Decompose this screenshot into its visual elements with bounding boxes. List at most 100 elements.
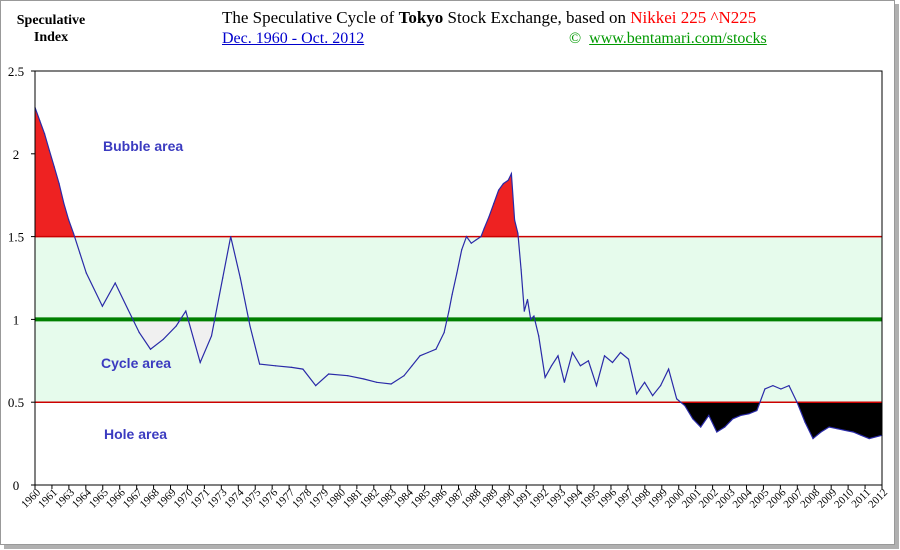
data-point xyxy=(860,434,862,436)
data-point xyxy=(363,378,365,380)
chart-title: The Speculative Cycle of Tokyo Stock Exc… xyxy=(222,8,756,28)
data-point xyxy=(488,216,490,218)
data-point xyxy=(603,355,606,357)
data-point xyxy=(502,183,504,185)
data-point xyxy=(328,373,330,375)
data-point xyxy=(748,413,750,415)
data-point xyxy=(563,381,566,383)
data-point xyxy=(68,219,70,221)
chart-subtitle: Dec. 1960 - Oct. 2012 xyxy=(222,30,365,47)
data-point xyxy=(44,133,46,135)
data-point xyxy=(644,381,646,383)
data-point xyxy=(557,355,559,357)
data-point xyxy=(520,269,522,271)
data-point xyxy=(692,418,694,420)
data-point xyxy=(427,351,429,354)
data-point xyxy=(403,375,405,377)
data-point xyxy=(517,232,519,234)
data-point xyxy=(764,388,766,390)
data-point xyxy=(127,308,129,311)
data-point xyxy=(510,173,512,175)
data-point xyxy=(435,348,437,350)
data-point xyxy=(483,227,485,229)
data-point xyxy=(836,428,838,430)
title-prefix: The Speculative Cycle of xyxy=(222,8,399,27)
data-point xyxy=(79,252,81,254)
data-point xyxy=(461,249,463,251)
data-point xyxy=(411,365,413,367)
data-point xyxy=(315,385,317,387)
data-point xyxy=(291,366,293,368)
data-point xyxy=(239,277,241,279)
y-tick-label: 0 xyxy=(13,478,20,493)
cycle-area-label: Cycle area xyxy=(101,355,171,371)
data-point xyxy=(456,272,458,274)
data-point xyxy=(732,418,734,420)
y-axis-title-line1: Speculative xyxy=(16,13,86,28)
data-point xyxy=(708,414,710,416)
y-tick-label: 0.5 xyxy=(8,395,24,410)
data-point xyxy=(199,361,201,364)
data-point xyxy=(828,426,830,428)
data-point xyxy=(475,239,477,241)
data-point xyxy=(611,361,614,364)
website-link[interactable]: www.bentamari.com/stocks xyxy=(589,30,767,47)
data-point xyxy=(58,183,60,185)
data-point xyxy=(39,120,41,122)
data-point xyxy=(796,401,798,403)
data-point xyxy=(772,385,774,387)
y-axis-title: Speculative Index xyxy=(6,12,96,46)
data-point xyxy=(538,335,540,337)
data-point xyxy=(419,355,421,357)
y-tick-label: 1.5 xyxy=(8,230,24,245)
data-point xyxy=(844,429,846,431)
bubble-area-label: Bubble area xyxy=(103,138,183,154)
copyright-line: © www.bentamari.com/stocks xyxy=(569,30,767,48)
data-point xyxy=(249,325,251,327)
data-point xyxy=(571,351,574,354)
x-tick-label: 2012 xyxy=(866,487,890,511)
data-point xyxy=(448,310,450,312)
data-point xyxy=(804,421,806,423)
data-point xyxy=(852,431,854,433)
data-point xyxy=(544,376,546,378)
data-point xyxy=(230,236,232,238)
title-highlight: Nikkei 225 ^N225 xyxy=(630,8,757,27)
data-point xyxy=(63,202,65,205)
data-point xyxy=(700,426,702,428)
hole-shading xyxy=(680,402,882,439)
data-point xyxy=(72,232,75,234)
data-point xyxy=(668,368,670,370)
data-point xyxy=(684,404,686,407)
data-point xyxy=(101,305,103,307)
data-point xyxy=(526,298,529,301)
data-point xyxy=(579,365,582,367)
data-point xyxy=(788,385,790,387)
data-point xyxy=(302,368,304,370)
data-point xyxy=(470,242,472,244)
data-point xyxy=(175,325,177,327)
data-point xyxy=(162,338,164,340)
data-point xyxy=(514,219,516,221)
data-point xyxy=(480,236,482,238)
data-point xyxy=(619,351,622,354)
data-point xyxy=(523,310,525,312)
data-point xyxy=(676,398,678,400)
data-point xyxy=(660,385,662,387)
data-point xyxy=(530,318,532,320)
hole-area-label: Hole area xyxy=(104,426,167,442)
data-point xyxy=(636,393,638,395)
data-point xyxy=(533,315,535,317)
data-point xyxy=(275,365,277,367)
y-axis-title-line2: Index xyxy=(33,30,69,45)
data-point xyxy=(716,431,718,433)
data-point xyxy=(53,166,55,168)
title-bold: Tokyo xyxy=(398,8,444,27)
data-point xyxy=(507,179,509,181)
data-point xyxy=(114,282,116,284)
data-point xyxy=(149,348,152,350)
data-point xyxy=(724,426,726,428)
data-point xyxy=(498,189,500,191)
